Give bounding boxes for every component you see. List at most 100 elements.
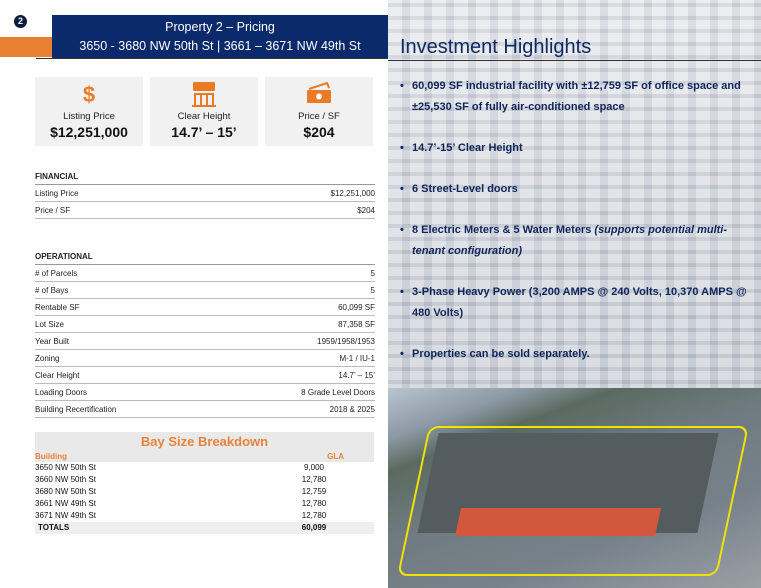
row-value: 5 bbox=[370, 286, 375, 295]
bay-row: 3661 NW 49th St 12,780 bbox=[35, 498, 374, 510]
highlight-main: 60,099 SF industrial facility with ±12,7… bbox=[412, 80, 741, 113]
highlight-text: 6 Street-Level doors bbox=[412, 179, 518, 200]
bullet-icon: • bbox=[400, 80, 404, 92]
highlight-text: 8 Electric Meters & 5 Water Meters (supp… bbox=[412, 220, 755, 262]
cash-icon bbox=[265, 81, 373, 109]
row-label: Lot Size bbox=[35, 320, 64, 329]
row-value: $12,251,000 bbox=[330, 189, 376, 198]
pricing-header: Property 2 – Pricing 3650 - 3680 NW 50th… bbox=[52, 15, 388, 58]
table-row: Year Built 1959/1958/1953 bbox=[35, 333, 375, 350]
row-value: 60,099 SF bbox=[338, 303, 375, 312]
card-clear-height: Clear Height 14.7’ – 15’ bbox=[150, 77, 258, 146]
highlight-text: Properties can be sold separately. bbox=[412, 344, 590, 365]
row-value: M-1 / IU-1 bbox=[339, 354, 375, 363]
table-row: Clear Height 14.7’ – 15’ bbox=[35, 367, 375, 384]
table-row: Loading Doors 8 Grade Level Doors bbox=[35, 384, 375, 401]
table-row: # of Parcels 5 bbox=[35, 265, 375, 282]
financial-heading: FINANCIAL bbox=[35, 172, 375, 185]
building-name: 3671 NW 49th St bbox=[35, 511, 96, 520]
row-label: Year Built bbox=[35, 337, 69, 346]
card-value: $204 bbox=[303, 124, 335, 140]
totals-row: TOTALS 60,099 bbox=[35, 522, 374, 534]
row-label: # of Bays bbox=[35, 286, 69, 295]
row-value: 8 Grade Level Doors bbox=[301, 388, 375, 397]
table-row: # of Bays 5 bbox=[35, 282, 375, 299]
gla-value: 12,780 bbox=[301, 499, 327, 508]
highlight-main: 3-Phase Heavy Power (3,200 AMPS @ 240 Vo… bbox=[412, 286, 747, 319]
building-name: 3660 NW 50th St bbox=[35, 475, 96, 484]
card-label: Price / SF bbox=[298, 111, 340, 122]
pricing-panel: 2 Property 2 – Pricing 3650 - 3680 NW 50… bbox=[0, 15, 388, 534]
row-label: # of Parcels bbox=[35, 269, 78, 278]
card-value: 14.7’ – 15’ bbox=[171, 124, 237, 140]
table-row: Listing Price $12,251,000 bbox=[35, 185, 375, 202]
row-label: Rentable SF bbox=[35, 303, 80, 312]
gla-value: 12,759 bbox=[301, 487, 327, 496]
highlight-note: (supports potential multi-tenant configu… bbox=[412, 224, 728, 257]
bullet-icon: • bbox=[400, 348, 404, 360]
row-label: Price / SF bbox=[35, 206, 71, 215]
highlight-main: Properties can be sold separately. bbox=[412, 348, 590, 360]
gla-value: 12,780 bbox=[301, 475, 327, 484]
bay-row: 3671 NW 49th St 12,780 bbox=[35, 510, 374, 522]
highlight-main: 6 Street-Level doors bbox=[412, 183, 518, 195]
table-row: Rentable SF 60,099 SF bbox=[35, 299, 375, 316]
bay-row: 3650 NW 50th St 9,000 bbox=[35, 462, 374, 474]
highlight-text: 60,099 SF industrial facility with ±12,7… bbox=[412, 76, 755, 118]
row-label: Listing Price bbox=[35, 189, 79, 198]
highlight-main: 14.7’-15’ Clear Height bbox=[412, 142, 523, 154]
row-label: Clear Height bbox=[35, 371, 80, 380]
row-value: 1959/1958/1953 bbox=[317, 337, 375, 346]
card-value: $12,251,000 bbox=[50, 124, 128, 140]
highlight-item: • 3-Phase Heavy Power (3,200 AMPS @ 240 V… bbox=[400, 282, 755, 324]
row-value: 14.7’ – 15’ bbox=[338, 371, 375, 380]
highlights-list: • 60,099 SF industrial facility with ±12,… bbox=[400, 76, 755, 385]
bullet-icon: • bbox=[400, 183, 404, 195]
financial-table: FINANCIAL Listing Price $12,251,000 Price… bbox=[35, 172, 375, 219]
table-row: Building Recertification 2018 & 2025 bbox=[35, 401, 375, 418]
highlight-item: • Properties can be sold separately. bbox=[400, 344, 755, 365]
operational-heading: OPERATIONAL bbox=[35, 252, 375, 265]
page-badge: 2 bbox=[14, 15, 27, 28]
row-value: $204 bbox=[357, 206, 375, 215]
accent-bar bbox=[0, 37, 52, 57]
table-row: Lot Size 87,358 SF bbox=[35, 316, 375, 333]
col-building: Building bbox=[35, 452, 67, 461]
row-label: Zoning bbox=[35, 354, 60, 363]
operational-table: OPERATIONAL # of Parcels 5 # of Bays 5 Renta… bbox=[35, 252, 375, 418]
bullet-icon: • bbox=[400, 142, 404, 154]
bullet-icon: • bbox=[400, 224, 404, 236]
gla-value: 9,000 bbox=[303, 463, 325, 472]
row-value: 87,358 SF bbox=[338, 320, 375, 329]
pricing-subtitle: 3650 - 3680 NW 50th St | 3661 – 3671 NW … bbox=[79, 39, 361, 53]
table-row: Price / SF $204 bbox=[35, 202, 375, 219]
totals-label: TOTALS bbox=[38, 523, 70, 532]
highlights-title: Investment Highlights bbox=[400, 36, 592, 58]
card-price-sf: Price / SF $204 bbox=[265, 77, 373, 146]
row-label: Loading Doors bbox=[35, 388, 88, 397]
bay-size-table: Bay Size Breakdown Building GLA 3650 NW 5… bbox=[35, 432, 374, 534]
card-label: Listing Price bbox=[63, 111, 115, 122]
clear-height-icon bbox=[150, 81, 258, 109]
building-name: 3661 NW 49th St bbox=[35, 499, 96, 508]
highlight-item: • 14.7’-15’ Clear Height bbox=[400, 138, 755, 159]
dollar-icon: $ bbox=[82, 82, 96, 107]
gla-value: 12,780 bbox=[301, 511, 327, 520]
bullet-icon: • bbox=[400, 286, 404, 298]
highlight-item: • 60,099 SF industrial facility with ±12,… bbox=[400, 76, 755, 118]
row-value: 5 bbox=[370, 269, 375, 278]
row-value: 2018 & 2025 bbox=[329, 405, 375, 414]
bay-row: 3660 NW 50th St 12,780 bbox=[35, 474, 374, 486]
aerial-photo bbox=[388, 388, 761, 588]
bay-title: Bay Size Breakdown bbox=[140, 434, 269, 449]
highlight-text: 3-Phase Heavy Power (3,200 AMPS @ 240 Vo… bbox=[412, 282, 755, 324]
bay-row: 3680 NW 50th St 12,759 bbox=[35, 486, 374, 498]
highlight-text: 14.7’-15’ Clear Height bbox=[412, 138, 523, 159]
col-gla: GLA bbox=[327, 452, 344, 461]
building-name: 3650 NW 50th St bbox=[35, 463, 96, 472]
totals-value: 60,099 bbox=[301, 523, 327, 532]
building-name: 3680 NW 50th St bbox=[35, 487, 96, 496]
divider bbox=[388, 60, 761, 61]
row-label: Building Recertification bbox=[35, 405, 117, 414]
card-label: Clear Height bbox=[177, 111, 231, 122]
